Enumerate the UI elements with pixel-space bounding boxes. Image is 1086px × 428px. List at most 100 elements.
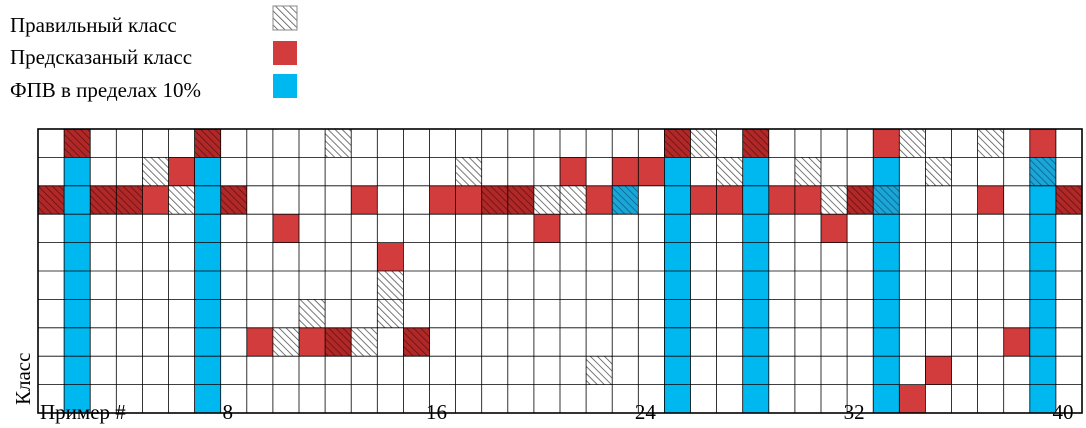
x-tick-label: 32 — [844, 400, 865, 424]
grid-cell — [1029, 157, 1056, 186]
grid-cell — [742, 384, 769, 413]
grid-cell — [664, 327, 691, 357]
grid-cell — [794, 157, 821, 186]
grid-cell — [64, 157, 91, 186]
grid-cell — [664, 185, 691, 215]
grid-cell — [664, 242, 691, 271]
grid-cell — [664, 299, 691, 328]
grid-cell — [925, 157, 952, 186]
grid-cell — [194, 185, 221, 215]
legend-swatch-pred — [273, 41, 297, 65]
legend-label-fpb: ФПВ в пределах 10% — [10, 78, 201, 102]
grid-cell — [168, 185, 195, 215]
grid-cell — [1055, 185, 1082, 215]
x-tick-label: 24 — [635, 400, 657, 424]
grid-cell — [194, 242, 221, 271]
x-tick-label: 16 — [426, 400, 447, 424]
grid-cell — [64, 356, 91, 385]
grid-cell — [873, 384, 900, 413]
grid-cell — [325, 327, 352, 357]
legend: Правильный класс Предсказаный класс ФПВ … — [10, 5, 298, 102]
grid-cell — [481, 185, 508, 215]
grid-cell — [664, 384, 691, 413]
grid-cell — [272, 214, 299, 243]
grid-cell — [64, 242, 91, 271]
grid-cell — [977, 129, 1004, 158]
grid-cell — [377, 242, 404, 271]
grid-cell — [873, 129, 900, 158]
cells-layer — [38, 129, 1082, 413]
grid-cell — [533, 185, 560, 215]
grid-cell — [142, 157, 169, 186]
grid-cell — [873, 242, 900, 271]
x-tick-labels: 8 16 24 32 40 — [223, 400, 1074, 424]
grid-cell — [716, 157, 743, 186]
grid-cell — [873, 299, 900, 328]
grid-cell — [64, 214, 91, 243]
grid-cell — [742, 242, 769, 271]
grid-cell — [1029, 356, 1056, 385]
grid-cell — [507, 185, 534, 215]
grid-cell — [899, 384, 926, 413]
grid-cell — [742, 356, 769, 385]
grid-cell — [38, 185, 65, 215]
grid-cell — [1029, 384, 1056, 413]
x-tick-label: 40 — [1052, 400, 1073, 424]
grid-cell — [246, 327, 273, 357]
grid-cell — [612, 157, 639, 186]
grid-cell — [560, 185, 587, 215]
grid-cell — [194, 129, 221, 158]
grid-cell — [560, 157, 587, 186]
grid-cell — [377, 299, 404, 328]
grid-cell — [873, 356, 900, 385]
grid-cell — [794, 185, 821, 215]
grid-cell — [873, 214, 900, 243]
grid-cell — [299, 299, 326, 328]
grid-cell — [742, 214, 769, 243]
grid-cell — [664, 271, 691, 300]
grid-cell — [847, 185, 874, 215]
grid-cell — [142, 185, 169, 215]
grid-cell — [455, 185, 482, 215]
grid-cell — [742, 327, 769, 357]
grid-cell — [64, 299, 91, 328]
grid-cell — [586, 185, 613, 215]
grid-cell — [742, 271, 769, 300]
grid-cell — [664, 157, 691, 186]
grid-cell — [821, 214, 848, 243]
grid-cell — [768, 185, 795, 215]
grid-cell — [64, 327, 91, 357]
legend-label-true: Правильный класс — [10, 13, 177, 37]
grid-cell — [325, 129, 352, 158]
grid-cell — [742, 129, 769, 158]
legend-swatch-fpb — [273, 74, 297, 98]
grid-cell — [1029, 271, 1056, 300]
grid-cell — [1029, 129, 1056, 158]
grid-cell — [194, 271, 221, 300]
legend-label-pred: Предсказаный класс — [10, 45, 192, 69]
grid-cell — [351, 327, 378, 357]
grid-cell — [664, 129, 691, 158]
x-tick-label: 8 — [223, 400, 234, 424]
grid-cell — [899, 129, 926, 158]
grid-cell — [873, 327, 900, 357]
grid-cell — [168, 157, 195, 186]
grid-cell — [742, 299, 769, 328]
grid-cell — [299, 327, 326, 357]
grid-cell — [742, 185, 769, 215]
grid-cell — [377, 271, 404, 300]
grid-cell — [1029, 327, 1056, 357]
grid-cell — [1029, 299, 1056, 328]
grid-cell — [116, 185, 143, 215]
grid-cell — [586, 356, 613, 385]
grid-cell — [638, 157, 665, 186]
grid-cell — [455, 157, 482, 186]
grid-cell — [742, 157, 769, 186]
grid-cell — [1029, 242, 1056, 271]
grid-cell — [64, 271, 91, 300]
grid-cell — [977, 185, 1004, 215]
grid-cell — [64, 384, 91, 413]
grid-cell — [220, 185, 247, 215]
grid-frame — [37, 128, 1083, 414]
grid-lines — [37, 128, 1083, 414]
